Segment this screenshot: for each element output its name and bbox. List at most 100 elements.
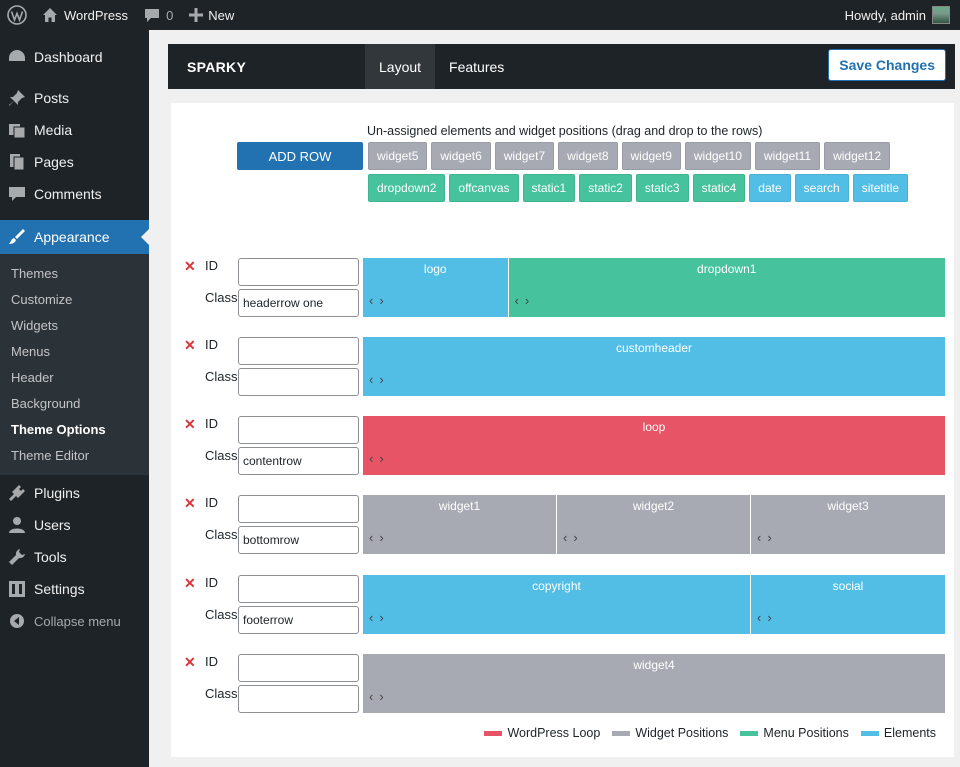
layout-row[interactable]: ✕ ID Class footerrow copyright ‹› social ‹› — [183, 575, 945, 635]
chip-offcanvas[interactable]: offcanvas — [449, 174, 519, 202]
menu-media[interactable]: Media — [0, 114, 149, 146]
submenu-theme-options[interactable]: Theme Options — [11, 422, 106, 437]
menu-plugins[interactable]: Plugins — [0, 477, 149, 509]
menu-label: Media — [34, 122, 73, 138]
resize-arrows-icon[interactable]: ‹› — [369, 530, 390, 545]
row-id-input[interactable] — [238, 575, 359, 603]
row-id-input[interactable] — [238, 495, 359, 523]
chip-static2[interactable]: static2 — [579, 174, 632, 202]
legend-label: Elements — [883, 726, 936, 740]
position-block-widget2[interactable]: widget2 ‹› — [557, 495, 751, 554]
row-id-input[interactable] — [238, 654, 359, 682]
delete-row-icon[interactable]: ✕ — [184, 337, 196, 353]
resize-arrows-icon[interactable]: ‹› — [563, 530, 584, 545]
chip-static1[interactable]: static1 — [522, 174, 576, 202]
row-class-input[interactable] — [238, 685, 359, 713]
delete-row-icon[interactable]: ✕ — [184, 654, 196, 670]
layout-row[interactable]: ✕ ID Class widget4 ‹› — [183, 654, 945, 714]
position-block-loop[interactable]: loop ‹› — [363, 416, 945, 475]
row-class-input[interactable]: bottomrow — [238, 526, 359, 554]
resize-arrows-icon[interactable]: ‹› — [514, 293, 536, 308]
chip-widget12[interactable]: widget12 — [824, 142, 891, 170]
position-block-widget3[interactable]: widget3 ‹› — [751, 495, 945, 554]
greeting: Howdy, admin — [844, 7, 926, 23]
row-class-input[interactable] — [238, 368, 359, 396]
submenu-menus[interactable]: Menus — [11, 344, 51, 359]
menu-dashboard[interactable]: Dashboard — [0, 40, 149, 74]
position-block-widget1[interactable]: widget1 ‹› — [363, 495, 557, 554]
menu-appearance[interactable]: Appearance — [0, 220, 149, 254]
menu-posts[interactable]: Posts — [0, 82, 149, 114]
chip-date[interactable]: date — [749, 174, 791, 202]
position-block-copyright[interactable]: copyright ‹› — [363, 575, 751, 634]
layout-row[interactable]: ✕ ID Class customheader ‹› — [183, 337, 945, 397]
submenu-theme-editor[interactable]: Theme Editor — [11, 448, 90, 463]
submenu-themes[interactable]: Themes — [11, 266, 58, 281]
layout-row[interactable]: ✕ ID Class headerrow one logo ‹› dropdown1 ‹› — [183, 258, 945, 318]
resize-arrows-icon[interactable]: ‹› — [369, 610, 390, 625]
chip-widget8[interactable]: widget8 — [558, 142, 618, 170]
save-changes-button[interactable]: Save Changes — [828, 49, 946, 81]
legend-item: Elements — [860, 726, 936, 740]
row-blocks: widget4 ‹› — [363, 654, 945, 713]
delete-row-icon[interactable]: ✕ — [184, 575, 196, 591]
menu-pages[interactable]: Pages — [0, 146, 149, 178]
delete-row-icon[interactable]: ✕ — [184, 416, 196, 432]
resize-arrows-icon[interactable]: ‹› — [757, 530, 778, 545]
add-row-button[interactable]: ADD ROW — [237, 142, 363, 170]
chip-dropdown2[interactable]: dropdown2 — [368, 174, 446, 202]
site-name-link[interactable]: WordPress — [34, 0, 136, 30]
position-block-dropdown1[interactable]: dropdown1 ‹› — [508, 258, 945, 317]
chip-widget7[interactable]: widget7 — [494, 142, 555, 170]
tab-features[interactable]: Features — [449, 58, 505, 75]
legend-item: Menu Positions — [740, 726, 849, 740]
row-id-input[interactable] — [238, 258, 359, 286]
chip-static4[interactable]: static4 — [692, 174, 746, 202]
chip-sitetitle[interactable]: sitetitle — [852, 174, 909, 202]
delete-row-icon[interactable]: ✕ — [184, 258, 196, 274]
layout-row[interactable]: ✕ ID Class bottomrow widget1 ‹› widget2 ‹› widge… — [183, 495, 945, 555]
admin-bar: WordPress 0 New Howdy, admin — [0, 0, 960, 30]
submenu-header[interactable]: Header — [11, 370, 54, 385]
resize-arrows-icon[interactable]: ‹› — [369, 689, 390, 704]
account-menu[interactable]: Howdy, admin — [837, 0, 960, 30]
resize-arrows-icon[interactable]: ‹› — [369, 372, 390, 387]
chip-search[interactable]: search — [794, 174, 849, 202]
row-class-input[interactable]: footerrow — [238, 606, 359, 634]
menu-comments[interactable]: Comments — [0, 178, 149, 210]
tab-layout[interactable]: Layout — [365, 44, 436, 89]
submenu-background[interactable]: Background — [11, 396, 81, 411]
row-class-input[interactable]: headerrow one — [238, 289, 359, 317]
row-id-input[interactable] — [238, 416, 359, 444]
resize-arrows-icon[interactable]: ‹› — [369, 293, 390, 308]
collapse-menu-button[interactable]: Collapse menu — [0, 605, 149, 637]
menu-users[interactable]: Users — [0, 509, 149, 541]
row-id-input[interactable] — [238, 337, 359, 365]
position-block-widget4[interactable]: widget4 ‹› — [363, 654, 945, 713]
layout-panel: Un-assigned elements and widget position… — [171, 103, 954, 757]
submenu-widgets[interactable]: Widgets — [11, 318, 58, 333]
chip-static3[interactable]: static3 — [635, 174, 689, 202]
wordpress-logo-icon[interactable] — [0, 0, 34, 30]
chip-widget5[interactable]: widget5 — [368, 142, 428, 170]
chip-widget11[interactable]: widget11 — [754, 142, 821, 170]
submenu-customize[interactable]: Customize — [11, 292, 73, 307]
resize-arrows-icon[interactable]: ‹› — [369, 451, 390, 466]
block-label: widget1 — [438, 499, 481, 513]
menu-settings[interactable]: Settings — [0, 573, 149, 605]
block-label: customheader — [615, 341, 693, 355]
layout-row[interactable]: ✕ ID Class contentrow loop ‹› — [183, 416, 945, 476]
new-content-link[interactable]: New — [181, 0, 242, 30]
position-block-social[interactable]: social ‹› — [751, 575, 945, 634]
resize-arrows-icon[interactable]: ‹› — [757, 610, 778, 625]
chip-widget10[interactable]: widget10 — [684, 142, 751, 170]
chip-widget6[interactable]: widget6 — [431, 142, 491, 170]
menu-tools[interactable]: Tools — [0, 541, 149, 573]
position-block-logo[interactable]: logo ‹› — [363, 258, 509, 317]
legend-label: WordPress Loop — [507, 726, 601, 740]
delete-row-icon[interactable]: ✕ — [184, 495, 196, 511]
comments-link[interactable]: 0 — [136, 0, 181, 30]
row-class-input[interactable]: contentrow — [238, 447, 359, 475]
position-block-customheader[interactable]: customheader ‹› — [363, 337, 945, 396]
chip-widget9[interactable]: widget9 — [621, 142, 681, 170]
